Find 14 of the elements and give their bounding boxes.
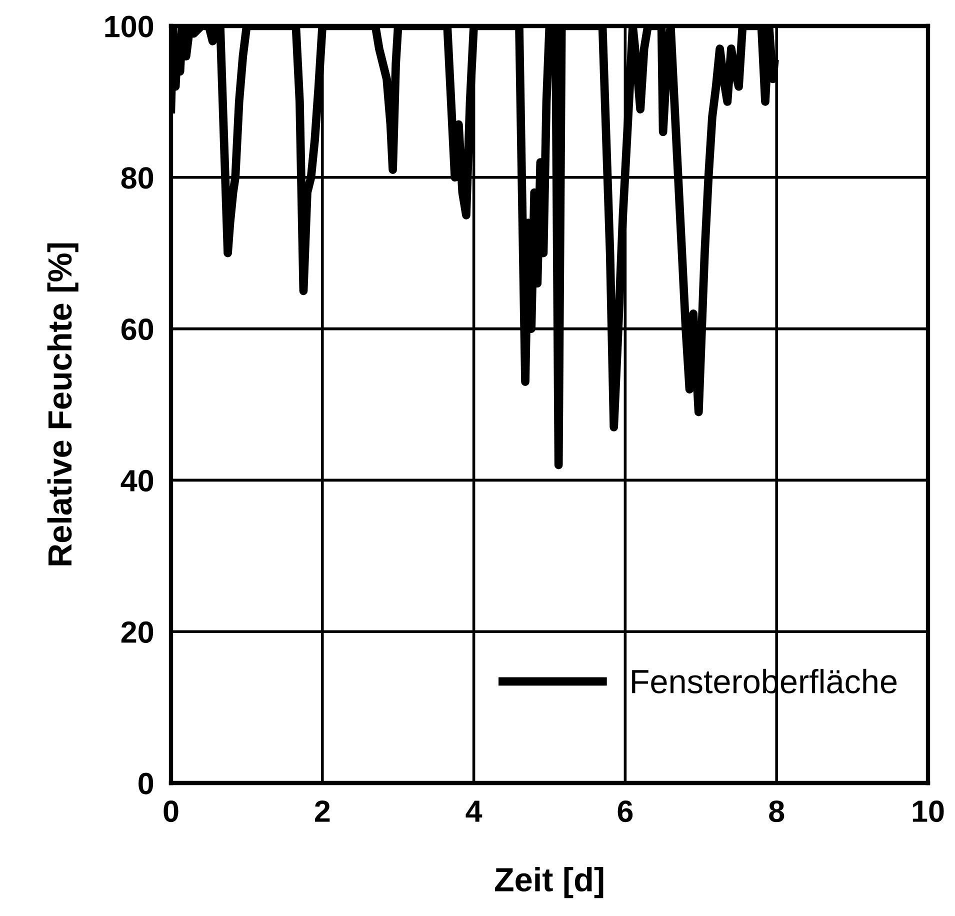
x-tick-label: 8 [769, 800, 784, 822]
y-tick-label: 80 [121, 167, 154, 189]
y-tick-label: 20 [121, 621, 154, 643]
x-tick-label: 10 [912, 800, 944, 822]
y-tick-label: 0 [138, 772, 154, 794]
y-tick-label: 100 [105, 16, 154, 38]
x-tick-label: 6 [618, 800, 633, 822]
y-axis-title: Relative Feuchte [%] [47, 243, 78, 566]
y-tick-label: 60 [121, 318, 154, 340]
x-tick-label: 4 [466, 800, 482, 822]
x-axis-title: Zeit [d] [494, 867, 604, 898]
x-tick-label: 2 [314, 800, 330, 822]
x-tick-label: 0 [164, 800, 178, 822]
y-tick-label: 40 [120, 470, 154, 492]
